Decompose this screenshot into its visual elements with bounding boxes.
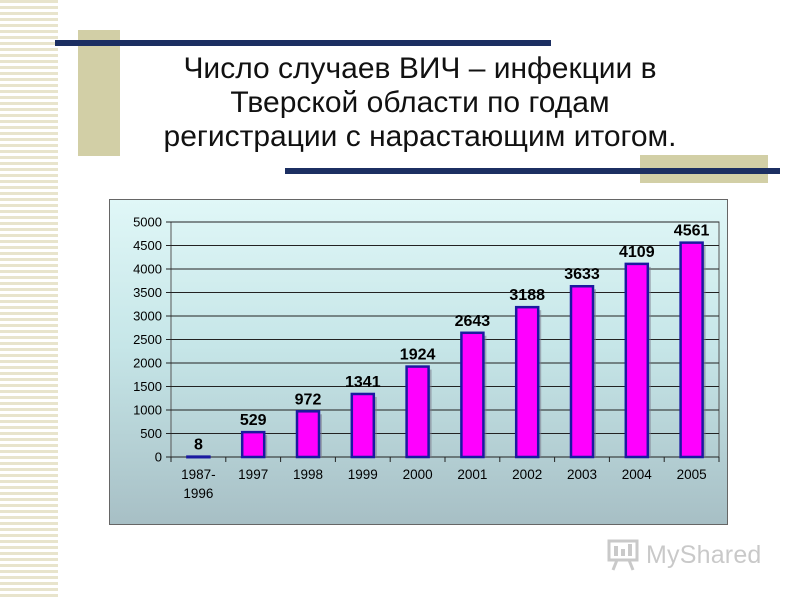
bar	[295, 410, 321, 459]
bar-chart: 0 500 1000 1500 2000 2500 3000 3500 4000 4500 5000…	[133, 215, 720, 501]
title-rule-top	[55, 40, 551, 46]
data-label: 3633	[564, 266, 600, 283]
data-label: 529	[240, 412, 267, 429]
title-accent-box-left	[78, 30, 120, 156]
bar	[569, 284, 595, 459]
x-tick-label: 1987-	[181, 467, 216, 482]
bar	[240, 430, 266, 459]
x-tick-label: 2005	[677, 467, 707, 482]
x-tick-label: 1997	[238, 467, 268, 482]
bar	[460, 331, 485, 459]
x-tick-label: 2002	[512, 467, 542, 482]
data-label: 1341	[345, 374, 381, 391]
title-rule-bottom	[285, 168, 780, 174]
data-label: 972	[295, 391, 322, 408]
myshared-logo: MyShared	[606, 537, 776, 573]
x-tick-label: 1998	[293, 467, 323, 482]
bar	[679, 241, 704, 459]
y-tick-label: 4000	[133, 262, 162, 277]
y-tick-label: 1000	[133, 403, 162, 418]
x-tick-label: 2003	[567, 467, 597, 482]
y-tick-label: 0	[155, 450, 162, 465]
y-tick-label: 3500	[133, 285, 162, 300]
y-tick-label: 3000	[133, 309, 162, 324]
x-tick-label: 1996	[183, 486, 213, 501]
bar	[624, 262, 650, 459]
data-label: 1924	[400, 347, 436, 364]
data-label: 8	[194, 437, 203, 454]
data-label: 4109	[619, 244, 655, 261]
bar	[186, 455, 211, 459]
data-label: 2643	[455, 313, 491, 330]
chart-area: 0 500 1000 1500 2000 2500 3000 3500 4000 4500 5000…	[109, 199, 728, 525]
y-tick-label: 1500	[133, 379, 162, 394]
y-tick-label: 5000	[133, 215, 162, 230]
slide-title: Число случаев ВИЧ – инфекции в Тверской …	[163, 52, 677, 153]
presentation-board-icon	[607, 539, 639, 571]
x-tick-label: 2001	[457, 467, 487, 482]
y-tick-label: 500	[140, 426, 162, 441]
y-tick-label: 4500	[133, 238, 162, 253]
x-tick-label: 1999	[348, 467, 378, 482]
bar	[350, 392, 376, 459]
bar	[405, 365, 430, 459]
logo-text: MyShared	[646, 540, 762, 569]
data-label: 4561	[674, 223, 710, 240]
data-label: 3188	[509, 287, 545, 304]
bar	[514, 305, 540, 459]
y-tick-label: 2000	[133, 356, 162, 371]
x-tick-label: 2004	[622, 467, 653, 482]
x-tick-label: 2000	[403, 467, 433, 482]
y-tick-label: 2500	[133, 332, 162, 347]
left-stripe-decoration	[0, 0, 58, 600]
